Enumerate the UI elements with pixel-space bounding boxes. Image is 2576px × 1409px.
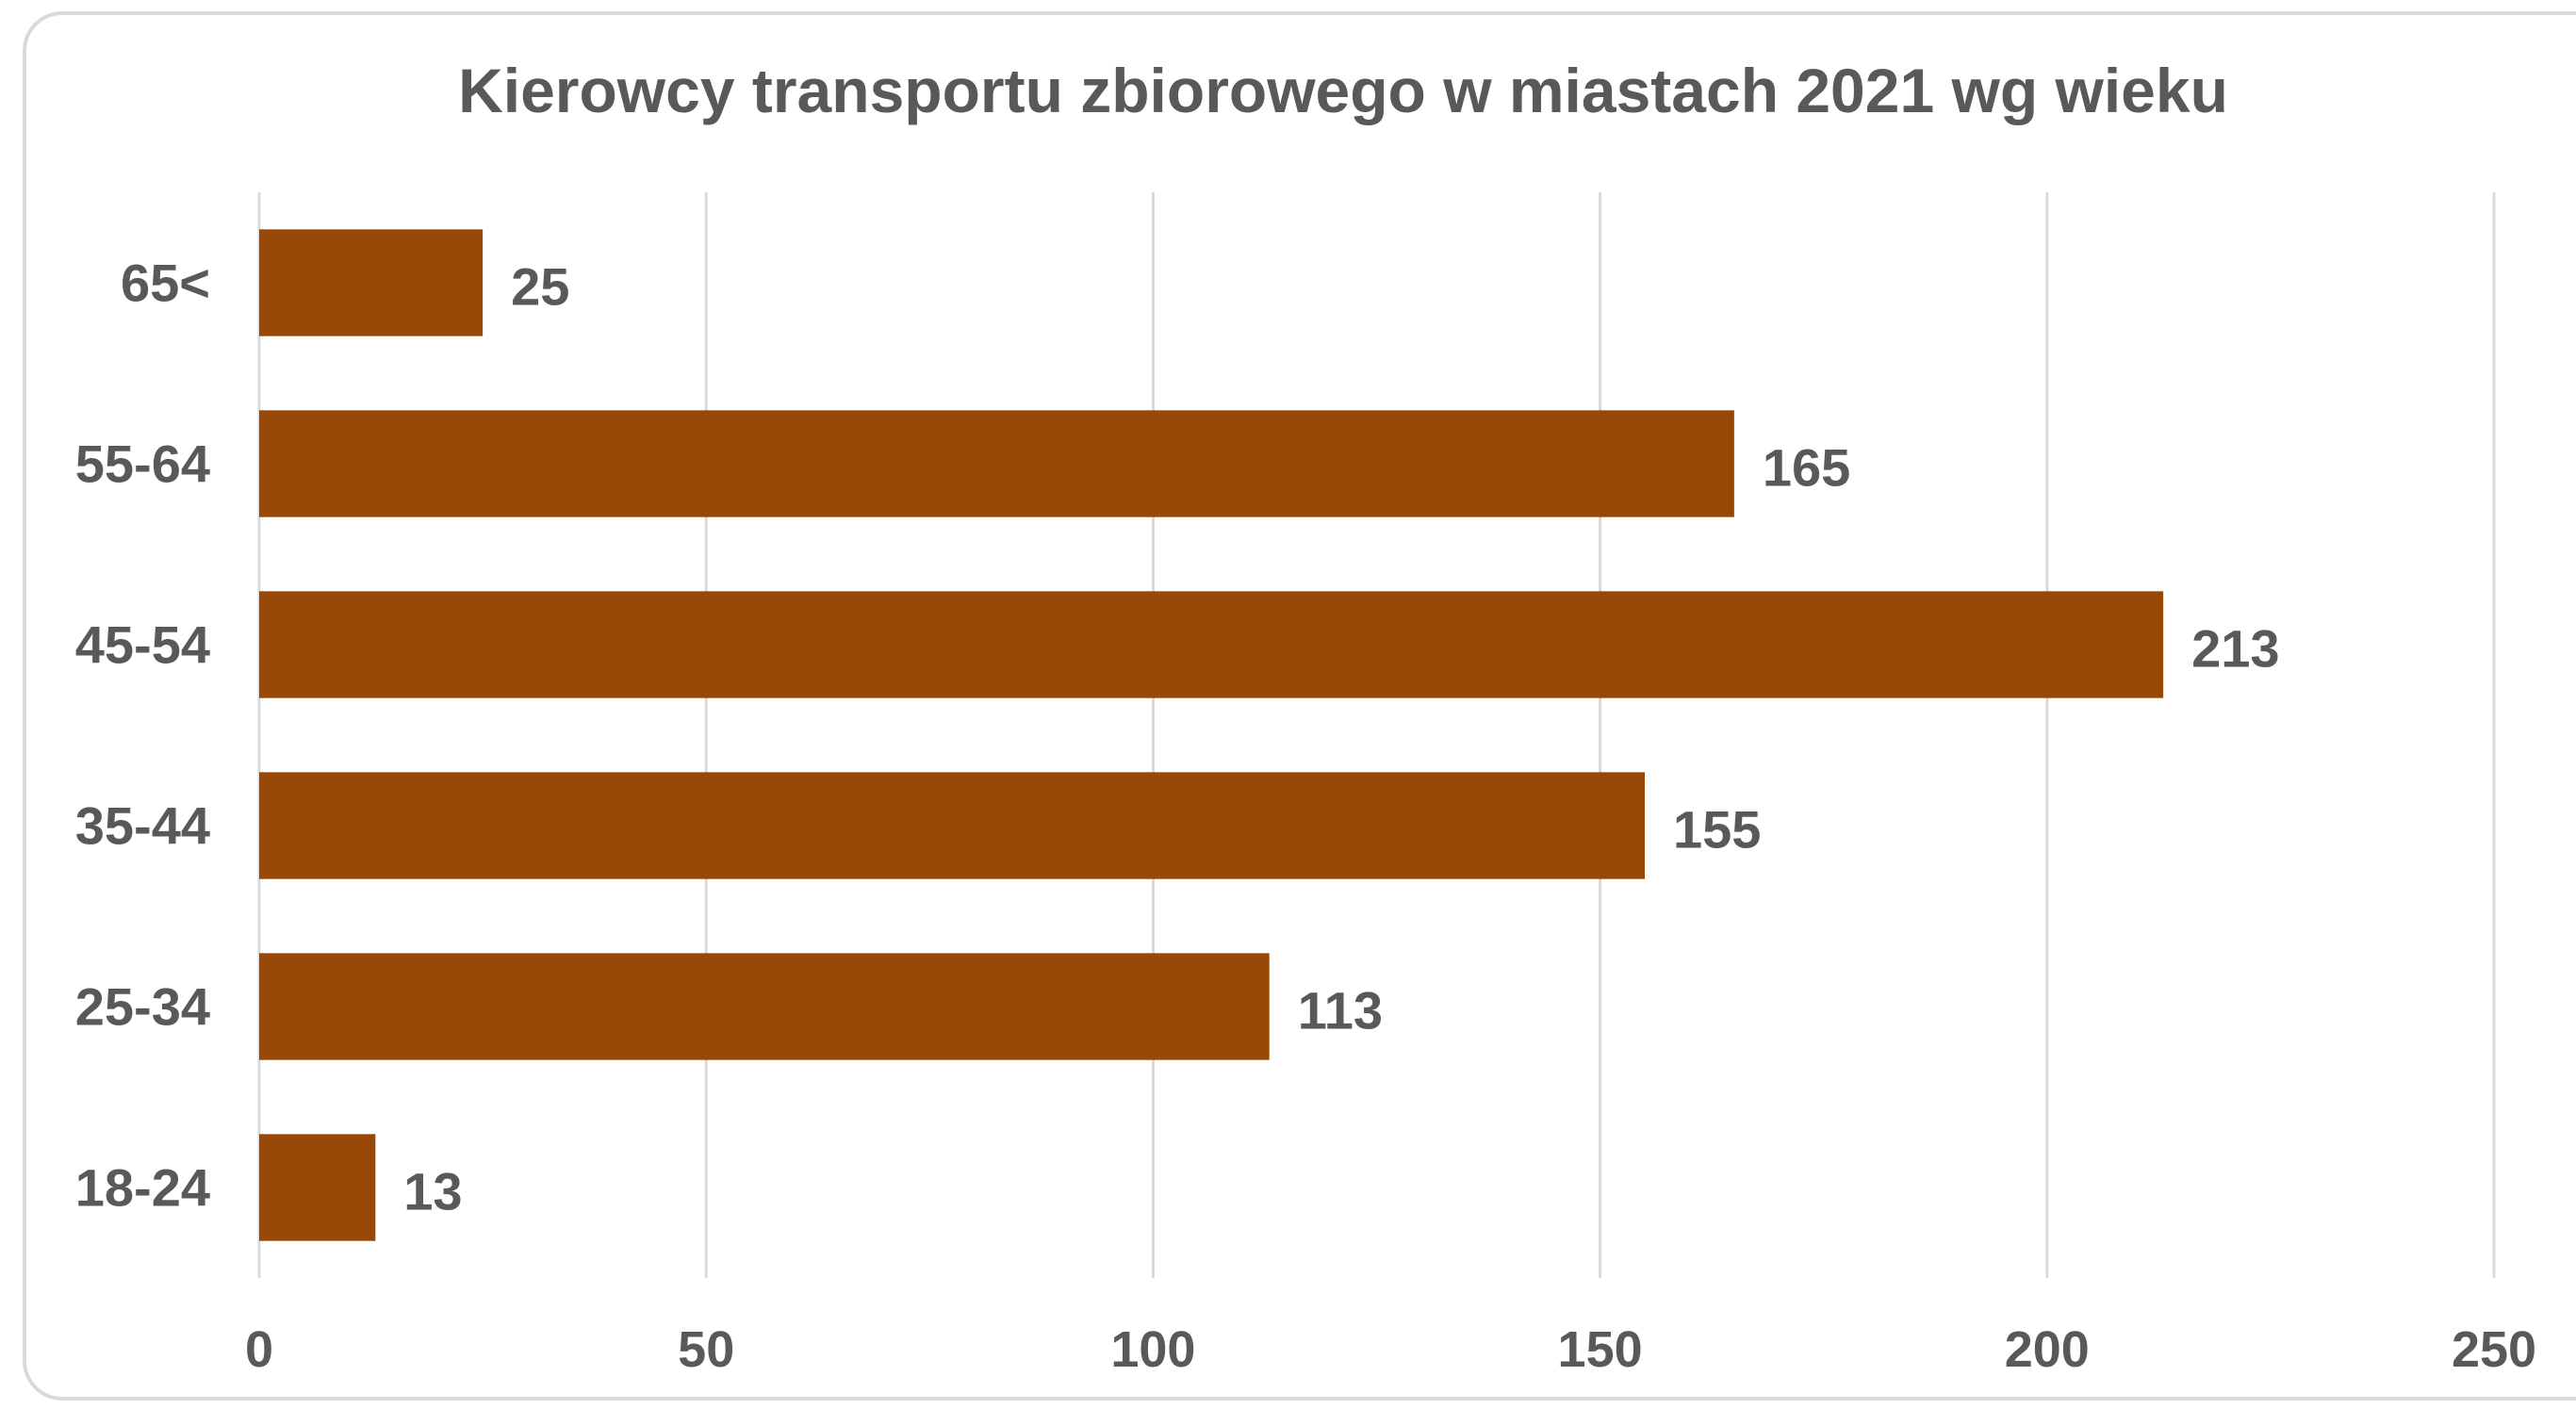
chart-title: Kierowcy transportu zbiorowego w miastac… xyxy=(458,56,2228,125)
y-tick-label: 45-54 xyxy=(75,615,210,675)
data-label: 155 xyxy=(1673,800,1761,860)
bar xyxy=(259,1134,376,1241)
data-label: 25 xyxy=(511,257,569,317)
data-label: 13 xyxy=(403,1162,462,1221)
bar xyxy=(259,953,1270,1060)
data-label: 213 xyxy=(2191,619,2279,679)
x-tick-label: 250 xyxy=(2452,1321,2536,1378)
y-tick-label: 65< xyxy=(121,254,210,313)
x-tick-label: 100 xyxy=(1110,1321,1195,1378)
bar xyxy=(259,410,1734,517)
bar xyxy=(259,591,2164,698)
y-tick-label: 25-34 xyxy=(75,977,210,1037)
y-tick-label: 55-64 xyxy=(75,434,210,494)
data-label: 113 xyxy=(1298,981,1383,1040)
bar xyxy=(259,229,484,336)
y-tick-label: 18-24 xyxy=(75,1158,210,1218)
bar xyxy=(259,772,1646,879)
x-tick-label: 200 xyxy=(2005,1321,2090,1378)
x-tick-label: 50 xyxy=(678,1321,734,1378)
x-tick-label: 150 xyxy=(1558,1321,1643,1378)
data-label: 165 xyxy=(1763,438,1850,498)
y-tick-label: 35-44 xyxy=(75,796,210,856)
x-tick-label: 0 xyxy=(245,1321,273,1378)
